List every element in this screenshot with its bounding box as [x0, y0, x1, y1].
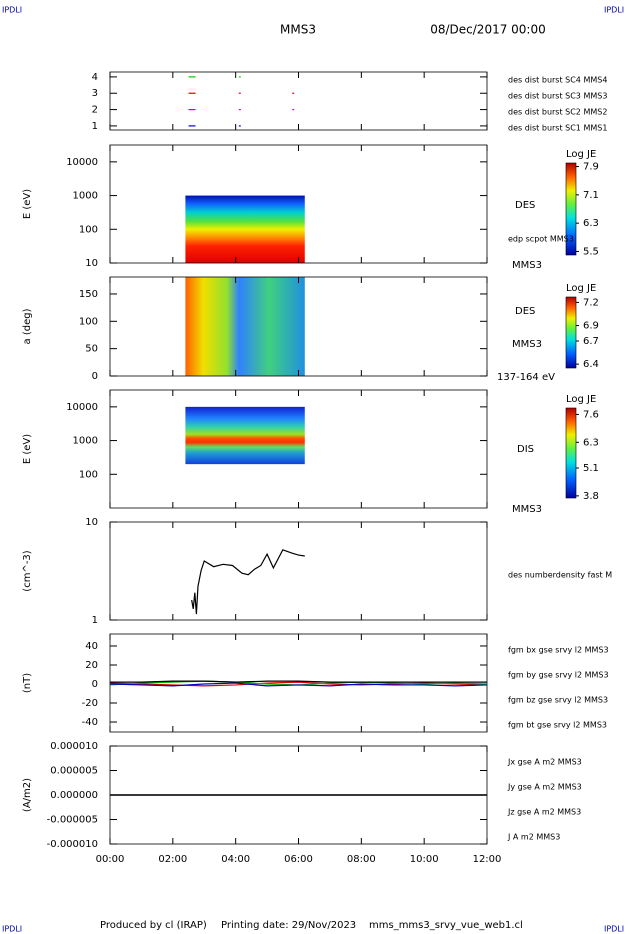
y-tick-label: 10: [85, 258, 98, 269]
y-tick-label: 10000: [66, 402, 98, 413]
y-tick-label: 20: [85, 660, 98, 671]
y-tick-label: 1: [92, 615, 98, 626]
y-tick-label: -0.000005: [47, 815, 98, 826]
legend-entry: des dist burst SC4 MMS4: [508, 76, 607, 85]
colorbar-tick-label: 6.9: [583, 321, 599, 332]
corner-label: IPDLI: [604, 6, 624, 15]
colorbar-tick-label: 5.5: [583, 246, 599, 257]
legend-entry: des dist burst SC2 MMS2: [508, 108, 607, 117]
y-tick-label: 0.000005: [50, 766, 98, 777]
footer-file: mms_mms3_srvy_vue_web1.cl: [369, 920, 523, 931]
y-axis-label: E (eV): [22, 434, 33, 464]
legend-entry: des dist burst SC1 MMS1: [508, 124, 607, 133]
y-tick-label: 0.000010: [50, 741, 98, 752]
colorbar-tick-label: 3.8: [583, 491, 599, 502]
footer-producer: Produced by cl (IRAP): [100, 920, 207, 931]
colorbar: [565, 162, 577, 256]
annotation: MMS3: [512, 504, 542, 515]
y-tick-label: -0.000010: [47, 839, 98, 850]
x-tick-label: 06:00: [284, 854, 313, 865]
panel-frame: [109, 521, 488, 621]
y-tick-label: 150: [79, 289, 98, 300]
corner-label: IPDLI: [2, 925, 22, 934]
annotation: des numberdensity fast M: [508, 571, 612, 580]
annotation: 137-164 eV: [497, 372, 555, 383]
y-axis-label: (nT): [22, 673, 33, 693]
y-tick-label: 100: [79, 224, 98, 235]
y-tick-label: 0: [92, 679, 98, 690]
colorbar-tick-label: 7.2: [583, 297, 599, 308]
colorbar-label: Log JE: [566, 149, 596, 160]
corner-label: IPDLI: [2, 6, 22, 15]
colorbar-tick-label: 6.3: [583, 218, 599, 229]
y-tick-label: -20: [82, 698, 98, 709]
annotation: MMS3: [512, 260, 542, 271]
title: MMS3: [280, 23, 316, 37]
y-tick-label: 100: [79, 316, 98, 327]
y-tick-label: 1000: [73, 191, 98, 202]
colorbar-tick-label: 7.1: [583, 190, 599, 201]
y-axis-label: (A/m2): [22, 778, 33, 812]
corner-label: IPDLI: [604, 925, 624, 934]
line: [110, 680, 487, 683]
panel-frame: [109, 71, 488, 131]
y-tick-label: 10000: [66, 157, 98, 168]
legend-entry: Jz gse A m2 MMS3: [507, 808, 581, 817]
line: [109, 682, 488, 687]
colorbar-tick-label: 6.7: [583, 336, 599, 347]
annotation: DES: [515, 200, 535, 211]
date: 08/Dec/2017 00:00: [430, 23, 546, 37]
spectrogram: [185, 277, 305, 376]
x-tick-label: 02:00: [158, 854, 187, 865]
legend-entry: fgm by gse srvy l2 MMS3: [508, 671, 609, 680]
colorbar-tick-label: 5.1: [583, 463, 599, 474]
legend-entry: fgm bx gse srvy l2 MMS3: [508, 646, 609, 655]
y-tick-label: 10: [85, 517, 98, 528]
line: [109, 681, 488, 687]
spectrogram: [185, 406, 305, 465]
x-tick-label: 10:00: [410, 854, 439, 865]
spectrogram: [185, 195, 305, 263]
x-tick-label: 08:00: [347, 854, 376, 865]
y-tick-label: 40: [85, 641, 98, 652]
legend-entry: fgm bt gse srvy l2 MMS3: [508, 721, 607, 730]
legend-entry: fgm bz gse srvy l2 MMS3: [508, 696, 608, 705]
y-tick-label: 0: [92, 371, 98, 382]
y-tick-label: -40: [82, 717, 98, 728]
legend-entry: des dist burst SC3 MMS3: [508, 92, 607, 101]
legend-entry: J A m2 MMS3: [507, 833, 560, 842]
x-tick-label: 00:00: [96, 854, 125, 865]
annotation: DES: [515, 306, 535, 317]
annotation: DIS: [517, 444, 534, 455]
y-tick-label: 0.000000: [50, 790, 98, 801]
y-tick-label: 50: [85, 344, 98, 355]
x-tick-label: 04:00: [221, 854, 250, 865]
colorbar: [565, 296, 577, 369]
y-tick-label: 100: [79, 469, 98, 480]
x-tick-label: 12:00: [473, 854, 502, 865]
y-tick-label: 2: [92, 105, 98, 116]
colorbar-label: Log JE: [566, 394, 596, 405]
colorbar-tick-label: 6.3: [583, 437, 599, 448]
legend-entry: Jx gse A m2 MMS3: [507, 758, 582, 767]
y-tick-label: 1: [92, 121, 98, 132]
footer-date: Printing date: 29/Nov/2023: [221, 920, 356, 931]
y-tick-label: 1000: [73, 436, 98, 447]
y-axis-label: a (deg): [22, 308, 33, 344]
colorbar-tick-label: 7.6: [583, 409, 599, 420]
legend-entry: Jy gse A m2 MMS3: [507, 783, 582, 792]
colorbar: [565, 407, 577, 499]
annotation: MMS3: [512, 339, 542, 350]
y-tick-label: 3: [92, 88, 98, 99]
colorbar-tick-label: 7.9: [583, 162, 599, 173]
colorbar-tick-label: 6.4: [583, 359, 599, 370]
line: [191, 549, 305, 615]
colorbar-label: Log JE: [566, 283, 596, 294]
y-axis-label: (cm^-3): [22, 550, 33, 591]
annotation: edp scpot MMS3: [508, 235, 574, 244]
y-axis-label: E (eV): [22, 189, 33, 219]
y-tick-label: 4: [92, 72, 98, 83]
